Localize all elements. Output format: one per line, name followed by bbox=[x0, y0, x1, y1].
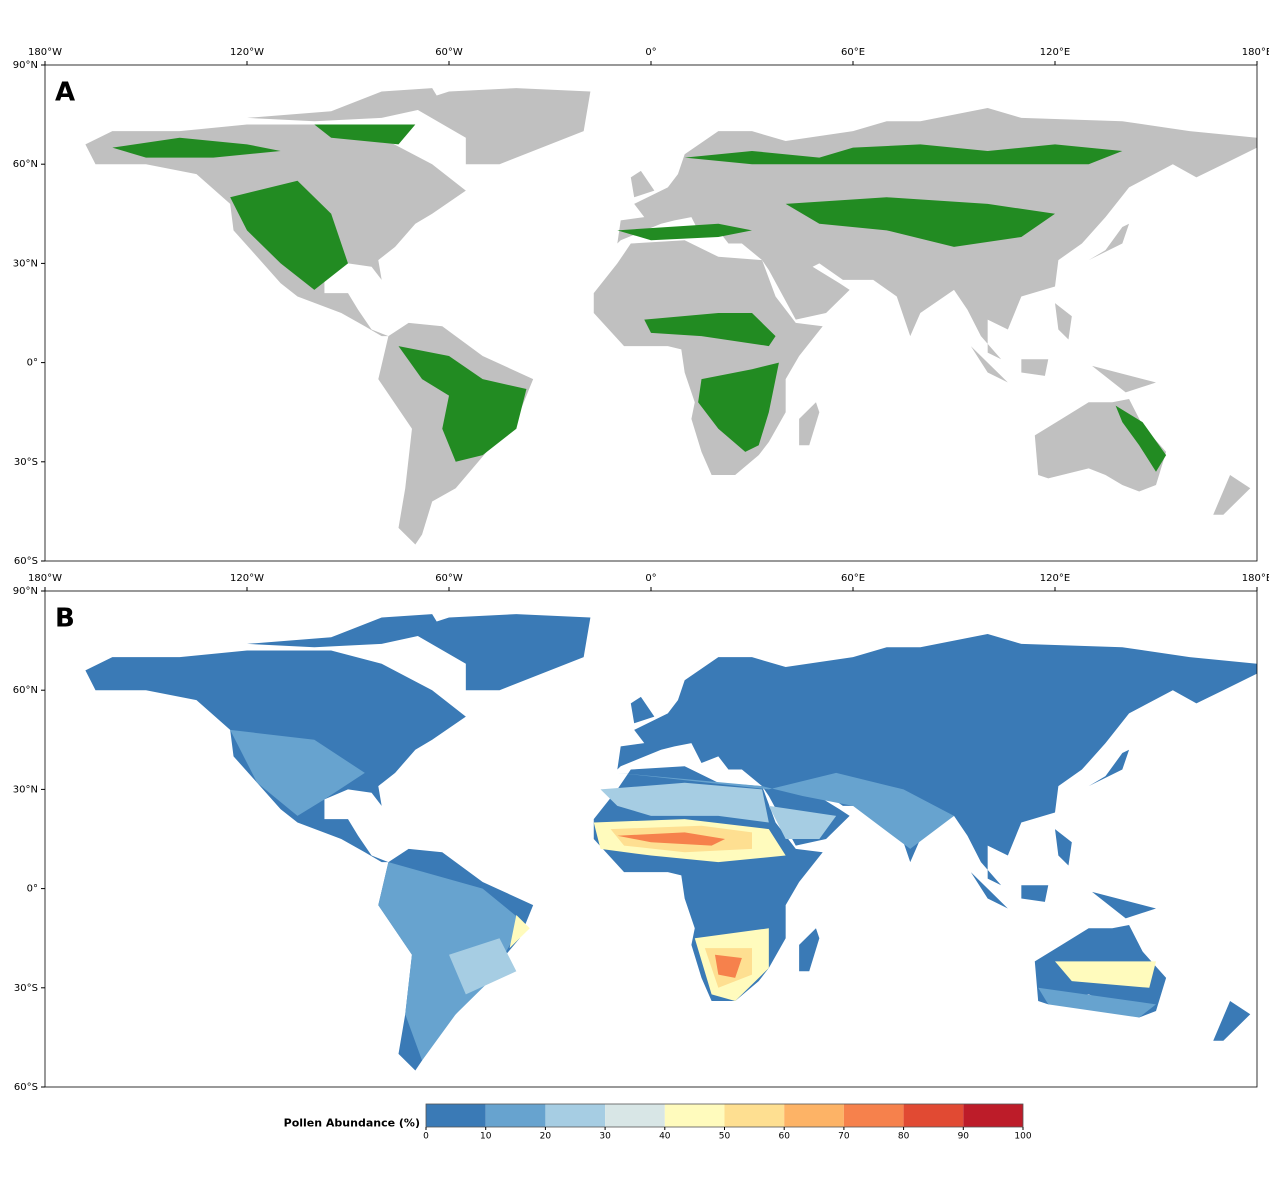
lat-tick-label: 60°S bbox=[14, 1082, 38, 1093]
map-panel-a bbox=[85, 88, 1257, 545]
colorbar-label: Pollen Abundance (%) bbox=[284, 1117, 420, 1130]
lon-tick-label: 60°E bbox=[841, 47, 865, 58]
lon-tick-label: 120°W bbox=[230, 573, 264, 584]
colorbar-segment bbox=[843, 1104, 904, 1127]
lat-tick-label: 30°N bbox=[13, 258, 38, 269]
colorbar-tick-label: 10 bbox=[480, 1132, 492, 1142]
colorbar-segment bbox=[426, 1104, 486, 1127]
lat-tick-label: 30°S bbox=[14, 983, 38, 994]
lon-tick-label: 60°W bbox=[435, 573, 463, 584]
colorbar-tick-label: 0 bbox=[423, 1132, 429, 1142]
colorbar-segment bbox=[963, 1104, 1023, 1127]
lon-tick-label: 120°E bbox=[1040, 573, 1070, 584]
colorbar-tick-label: 40 bbox=[659, 1132, 671, 1142]
colorbar-tick-label: 80 bbox=[898, 1132, 910, 1142]
panel-label: B bbox=[55, 604, 75, 634]
lon-tick-label: 180°E bbox=[1242, 573, 1269, 584]
lat-tick-label: 90°N bbox=[13, 586, 38, 597]
lat-tick-label: 30°N bbox=[13, 784, 38, 795]
lon-tick-label: 60°W bbox=[435, 47, 463, 58]
lat-tick-label: 60°N bbox=[13, 159, 38, 170]
colorbar-tick-label: 30 bbox=[599, 1132, 611, 1142]
lon-tick-label: 180°W bbox=[28, 47, 62, 58]
colorbar-tick-label: 50 bbox=[719, 1132, 731, 1142]
panel-label: A bbox=[55, 78, 75, 108]
lat-tick-label: 90°N bbox=[13, 60, 38, 71]
colorbar-segment bbox=[903, 1104, 964, 1127]
lat-tick-label: 0° bbox=[27, 884, 38, 895]
lat-tick-label: 30°S bbox=[14, 457, 38, 468]
lat-tick-label: 60°S bbox=[14, 556, 38, 567]
colorbar-tick-label: 60 bbox=[778, 1132, 790, 1142]
colorbar-segment bbox=[545, 1104, 606, 1127]
colorbar-segment bbox=[485, 1104, 546, 1127]
lat-tick-label: 60°N bbox=[13, 685, 38, 696]
lon-tick-label: 120°E bbox=[1040, 47, 1070, 58]
colorbar-segment bbox=[605, 1104, 665, 1127]
lat-tick-label: 0° bbox=[27, 358, 38, 369]
colorbar-segment bbox=[724, 1104, 785, 1127]
lon-tick-label: 0° bbox=[645, 573, 656, 584]
colorbar-tick-label: 70 bbox=[838, 1132, 850, 1142]
colorbar-segment bbox=[664, 1104, 725, 1127]
map-panel-b bbox=[85, 614, 1257, 1071]
lon-tick-label: 120°W bbox=[230, 47, 264, 58]
lon-tick-label: 0° bbox=[645, 47, 656, 58]
lon-tick-label: 180°W bbox=[28, 573, 62, 584]
lon-tick-label: 180°E bbox=[1242, 47, 1269, 58]
colorbar-tick-label: 90 bbox=[958, 1132, 970, 1142]
lon-tick-label: 60°E bbox=[841, 573, 865, 584]
colorbar-tick-label: 100 bbox=[1014, 1132, 1031, 1142]
colorbar-segment bbox=[784, 1104, 844, 1127]
colorbar-tick-label: 20 bbox=[540, 1132, 552, 1142]
